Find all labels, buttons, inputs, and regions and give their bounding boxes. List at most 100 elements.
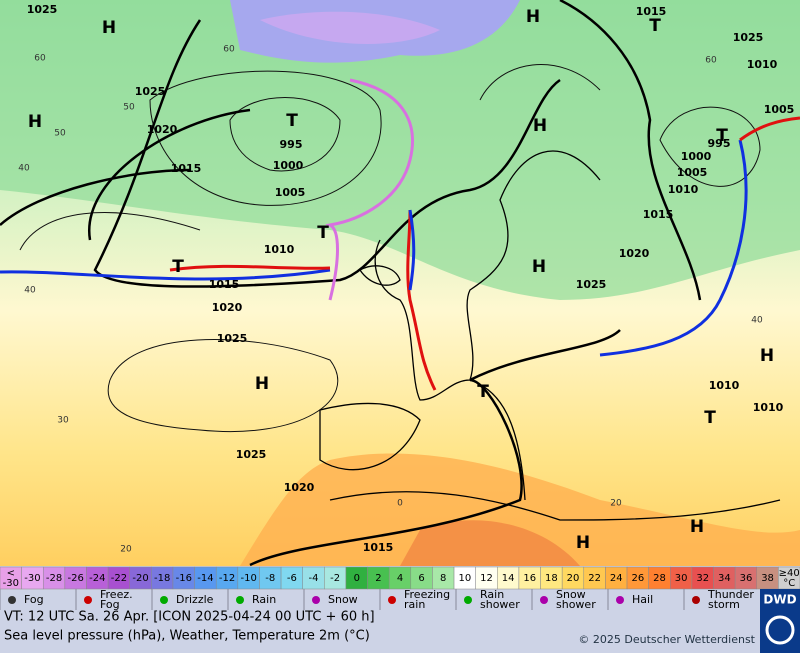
scale-label: -4 <box>309 573 319 584</box>
pressure-center: H <box>690 517 704 537</box>
pressure-label: 1025 <box>733 31 764 44</box>
legend-symbol <box>236 596 244 604</box>
scale-label: -8 <box>265 573 275 584</box>
pressure-center: T <box>317 223 329 243</box>
legend-symbol <box>464 596 472 604</box>
legend-symbol <box>8 596 16 604</box>
pressure-center: T <box>286 111 298 131</box>
pressure-center: T <box>704 408 716 428</box>
grid-label: 20 <box>610 499 622 509</box>
scale-label: 26 <box>631 573 644 584</box>
scale-label: 32 <box>696 573 709 584</box>
scale-label: 2 <box>375 573 381 584</box>
pressure-label: 1015 <box>643 208 674 221</box>
pressure-label: 1025 <box>135 85 166 98</box>
scale-label: 6 <box>418 573 424 584</box>
pressure-label: 995 <box>280 138 303 151</box>
pressure-label: 1005 <box>677 166 708 179</box>
legend-label: Snow <box>328 593 358 606</box>
pressure-center: H <box>533 116 547 136</box>
scale-label: ≥40 °C <box>779 568 800 589</box>
scale-label: -12 <box>219 573 235 584</box>
pressure-label: 1015 <box>171 162 202 175</box>
legend-label: Rain shower <box>480 588 520 611</box>
scale-label: -2 <box>330 573 340 584</box>
grid-label: 60 <box>705 56 717 66</box>
pressure-label: 1010 <box>264 243 295 256</box>
scale-label: -16 <box>176 573 192 584</box>
scale-label: 28 <box>653 573 666 584</box>
legend-label: Drizzle <box>176 593 214 606</box>
fronts <box>0 78 800 391</box>
grid-label: 40 <box>18 164 30 174</box>
legend-label: Fog <box>24 593 44 606</box>
scale-label: 14 <box>502 573 515 584</box>
legend-symbol <box>160 596 168 604</box>
scale-label: < -30 <box>3 568 19 589</box>
pressure-center: H <box>760 346 774 366</box>
pressure-label: 1010 <box>753 401 784 414</box>
pressure-label: 1000 <box>273 159 304 172</box>
scale-label: 0 <box>354 573 360 584</box>
map-background <box>0 0 800 566</box>
scale-label: 36 <box>740 573 753 584</box>
scale-label: -14 <box>197 573 213 584</box>
pressure-label: 1020 <box>147 123 178 136</box>
pressure-label: 1020 <box>619 247 650 260</box>
pressure-center: H <box>526 7 540 27</box>
pressure-label: 1010 <box>709 379 740 392</box>
pressure-center: T <box>716 126 728 146</box>
legend-label: Snow shower <box>556 588 596 611</box>
legend-label: Thunder storm <box>707 588 754 611</box>
legend-symbol <box>616 596 624 604</box>
legend-symbol <box>692 596 700 604</box>
pressure-label: 1005 <box>275 186 306 199</box>
grid-label: 50 <box>54 129 66 139</box>
legend-symbol <box>84 596 92 604</box>
thick-isobars <box>0 0 702 567</box>
scale-label: -24 <box>89 573 105 584</box>
grid-label: 40 <box>24 286 36 296</box>
scale-label: -28 <box>46 573 62 584</box>
scale-label: 20 <box>567 573 580 584</box>
copyright: © 2025 Deutscher Wetterdienst <box>578 633 755 646</box>
pressure-label: 1015 <box>209 278 240 291</box>
pressure-label: 1000 <box>681 150 712 163</box>
scale-label: 18 <box>545 573 558 584</box>
dwd-logo: DWD <box>763 593 796 607</box>
valid-time: VT: 12 UTC Sa. 26 Apr. [ICON 2025-04-24 … <box>4 610 375 625</box>
scale-label: 34 <box>718 573 731 584</box>
pressure-center: H <box>532 257 546 277</box>
scale-label: 22 <box>588 573 601 584</box>
weather-legend: Fog Freez. Fog Drizzle Rain Snow Freezing rain R… <box>0 588 754 611</box>
scale-label: 24 <box>610 573 623 584</box>
pressure-label: 1025 <box>27 3 58 16</box>
pressure-label: 1005 <box>764 103 795 116</box>
pressure-center: H <box>28 112 42 132</box>
map-labels: 1025 1025 1025 1025 1025 1015 1025 1020 1020 1020… <box>18 3 794 555</box>
scale-label: -30 <box>24 573 40 584</box>
scale-label: -10 <box>240 573 256 584</box>
grid-label: 40 <box>751 316 763 326</box>
pressure-label: 1025 <box>576 278 607 291</box>
legend-label: Rain <box>252 593 276 606</box>
pressure-label: 1015 <box>636 5 667 18</box>
grid-label: 60 <box>223 45 235 55</box>
pressure-center: H <box>576 533 590 553</box>
pressure-label: 1025 <box>217 332 248 345</box>
scale-label: 12 <box>480 573 493 584</box>
pressure-center: T <box>477 382 489 402</box>
pressure-center: T <box>649 16 661 36</box>
legend-symbol <box>388 596 396 604</box>
scale-label: 16 <box>523 573 536 584</box>
pressure-label: 1020 <box>212 301 243 314</box>
scale-label: 8 <box>440 573 446 584</box>
pressure-center: H <box>255 374 269 394</box>
legend-label: Hail <box>632 593 653 606</box>
legend-symbol <box>540 596 548 604</box>
scale-label: 38 <box>761 573 774 584</box>
legend-symbol <box>312 596 320 604</box>
legend-label: Freezing rain <box>404 588 450 611</box>
pressure-label: 995 <box>708 137 731 150</box>
